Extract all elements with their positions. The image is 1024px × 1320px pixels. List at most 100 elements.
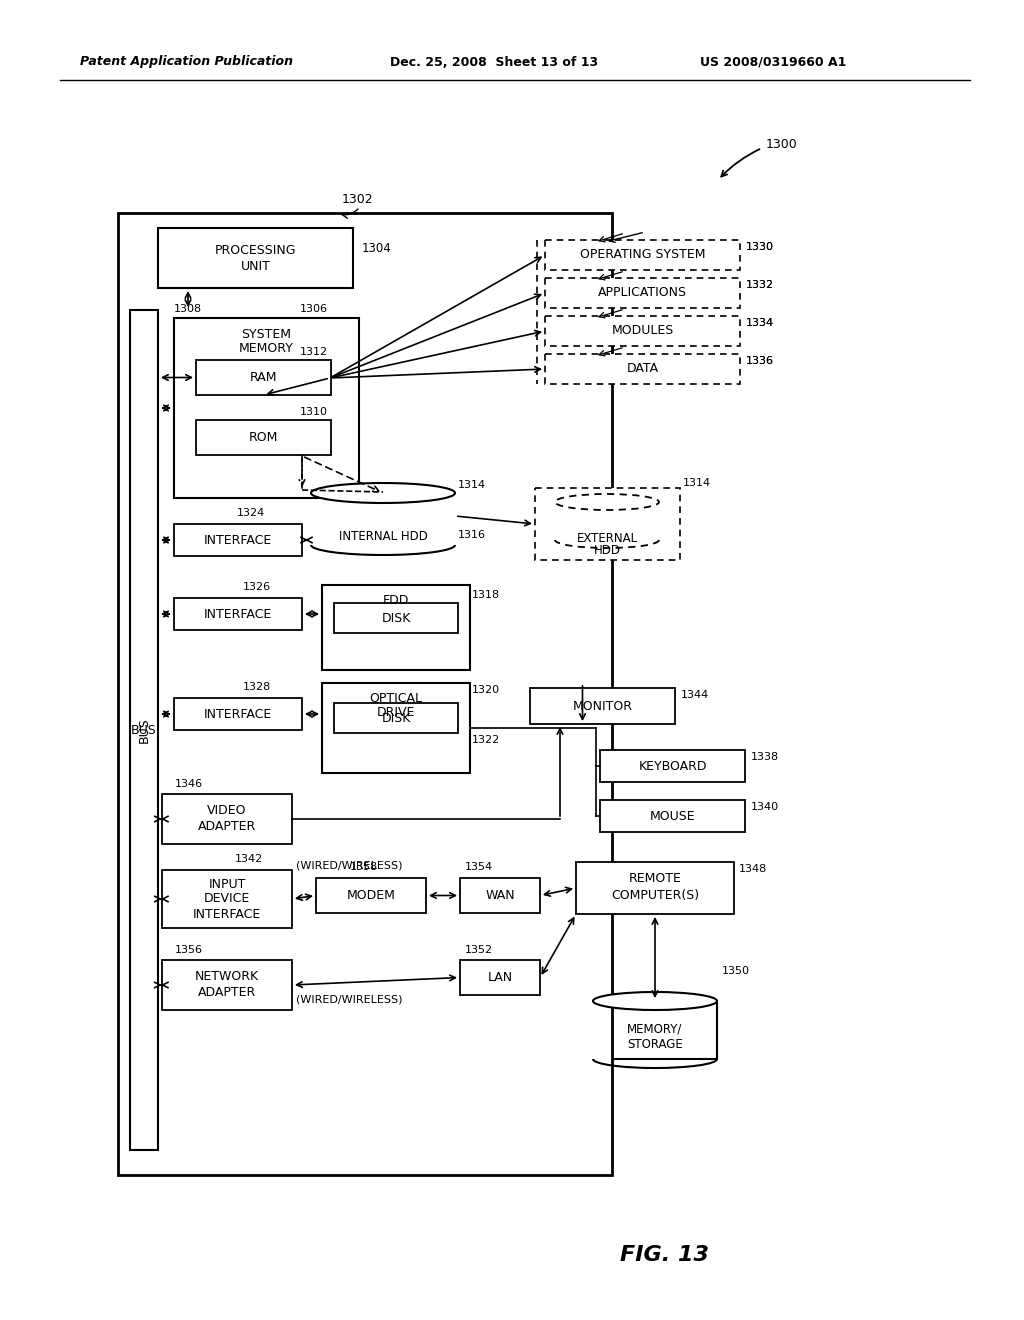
Bar: [316, 878, 426, 913]
Text: 1332: 1332: [746, 280, 774, 290]
Bar: [555, 502, 659, 540]
Bar: [174, 698, 302, 730]
Text: 1330: 1330: [746, 242, 774, 252]
Text: 1302: 1302: [342, 193, 374, 206]
Bar: [174, 318, 359, 498]
Text: MEMORY: MEMORY: [239, 342, 294, 355]
Text: 1340: 1340: [751, 803, 779, 812]
Text: 1326: 1326: [243, 582, 271, 591]
Text: STORAGE: STORAGE: [627, 1039, 683, 1052]
Text: 1358: 1358: [350, 862, 378, 873]
Bar: [530, 688, 675, 723]
Text: ROM: ROM: [249, 432, 279, 444]
Text: DATA: DATA: [627, 363, 658, 375]
Text: HDD: HDD: [594, 544, 621, 557]
Text: (WIRED/WIRELESS): (WIRED/WIRELESS): [296, 995, 402, 1005]
Bar: [545, 354, 740, 384]
Text: 1334: 1334: [746, 318, 774, 327]
Bar: [460, 878, 540, 913]
Bar: [130, 310, 158, 1150]
Bar: [162, 870, 292, 928]
Text: INPUT: INPUT: [208, 878, 246, 891]
Bar: [545, 315, 740, 346]
Bar: [600, 800, 745, 832]
Text: 1348: 1348: [739, 865, 767, 874]
Text: 1328: 1328: [243, 682, 271, 692]
Ellipse shape: [593, 993, 717, 1010]
Text: 1354: 1354: [465, 862, 494, 873]
Bar: [575, 862, 734, 913]
Text: Patent Application Publication: Patent Application Publication: [80, 55, 293, 69]
Text: RAM: RAM: [250, 371, 278, 384]
Text: ADAPTER: ADAPTER: [198, 986, 256, 999]
Text: 1352: 1352: [465, 945, 494, 954]
Bar: [322, 585, 470, 671]
Text: COMPUTER(S): COMPUTER(S): [611, 888, 699, 902]
Text: OPERATING SYSTEM: OPERATING SYSTEM: [580, 248, 706, 261]
Bar: [334, 603, 458, 634]
Text: ADAPTER: ADAPTER: [198, 821, 256, 833]
Bar: [158, 228, 353, 288]
Text: EXTERNAL: EXTERNAL: [577, 532, 638, 544]
Text: 1304: 1304: [362, 242, 392, 255]
Bar: [535, 488, 680, 560]
Text: INTERFACE: INTERFACE: [193, 908, 261, 920]
Bar: [545, 240, 740, 271]
Text: FDD: FDD: [383, 594, 410, 607]
Text: 1316: 1316: [458, 531, 486, 540]
Text: 1312: 1312: [300, 347, 328, 356]
Text: MEMORY/: MEMORY/: [628, 1023, 683, 1035]
Text: OPTICAL: OPTICAL: [370, 693, 423, 705]
Bar: [322, 682, 470, 774]
Text: MONITOR: MONITOR: [572, 700, 633, 713]
Text: 1342: 1342: [234, 854, 263, 865]
Ellipse shape: [311, 483, 455, 503]
Text: 1336: 1336: [746, 356, 774, 366]
Text: MOUSE: MOUSE: [649, 809, 695, 822]
Text: 1334: 1334: [746, 318, 774, 327]
Text: 1324: 1324: [237, 508, 265, 517]
Text: BUS: BUS: [131, 723, 157, 737]
Bar: [593, 1001, 717, 1059]
Text: INTERFACE: INTERFACE: [204, 607, 272, 620]
Text: 1330: 1330: [746, 242, 774, 252]
Text: DISK: DISK: [381, 711, 411, 725]
Text: FIG. 13: FIG. 13: [620, 1245, 709, 1265]
Text: INTERFACE: INTERFACE: [204, 533, 272, 546]
Text: SYSTEM: SYSTEM: [242, 327, 292, 341]
Text: (WIRED/WIRELESS): (WIRED/WIRELESS): [296, 861, 402, 871]
Text: 1314: 1314: [458, 480, 486, 490]
Text: VIDEO: VIDEO: [207, 804, 247, 817]
Text: KEYBOARD: KEYBOARD: [638, 759, 707, 772]
Bar: [311, 492, 455, 545]
Bar: [174, 598, 302, 630]
Text: REMOTE: REMOTE: [629, 873, 681, 886]
Text: US 2008/0319660 A1: US 2008/0319660 A1: [700, 55, 847, 69]
Text: 1322: 1322: [472, 735, 501, 744]
Text: UNIT: UNIT: [241, 260, 270, 272]
Text: Dec. 25, 2008  Sheet 13 of 13: Dec. 25, 2008 Sheet 13 of 13: [390, 55, 598, 69]
Text: APPLICATIONS: APPLICATIONS: [598, 286, 687, 300]
Bar: [118, 213, 612, 1175]
Text: LAN: LAN: [487, 972, 513, 983]
Text: BUS: BUS: [137, 717, 151, 743]
Text: PROCESSING: PROCESSING: [215, 243, 296, 256]
Text: DRIVE: DRIVE: [377, 706, 415, 719]
Text: 1314: 1314: [683, 478, 711, 488]
Bar: [545, 279, 740, 308]
Text: INTERFACE: INTERFACE: [204, 708, 272, 721]
Text: 1346: 1346: [175, 779, 203, 789]
Text: 1344: 1344: [681, 690, 710, 700]
Text: 1308: 1308: [174, 304, 202, 314]
Text: WAN: WAN: [485, 888, 515, 902]
Bar: [162, 795, 292, 843]
Ellipse shape: [555, 494, 659, 510]
Text: MODULES: MODULES: [611, 325, 674, 338]
Bar: [196, 360, 331, 395]
Text: DISK: DISK: [381, 611, 411, 624]
Text: 1300: 1300: [766, 139, 798, 152]
Text: 1356: 1356: [175, 945, 203, 954]
Text: 1336: 1336: [746, 356, 774, 366]
Bar: [162, 960, 292, 1010]
Text: INTERNAL HDD: INTERNAL HDD: [339, 531, 427, 544]
